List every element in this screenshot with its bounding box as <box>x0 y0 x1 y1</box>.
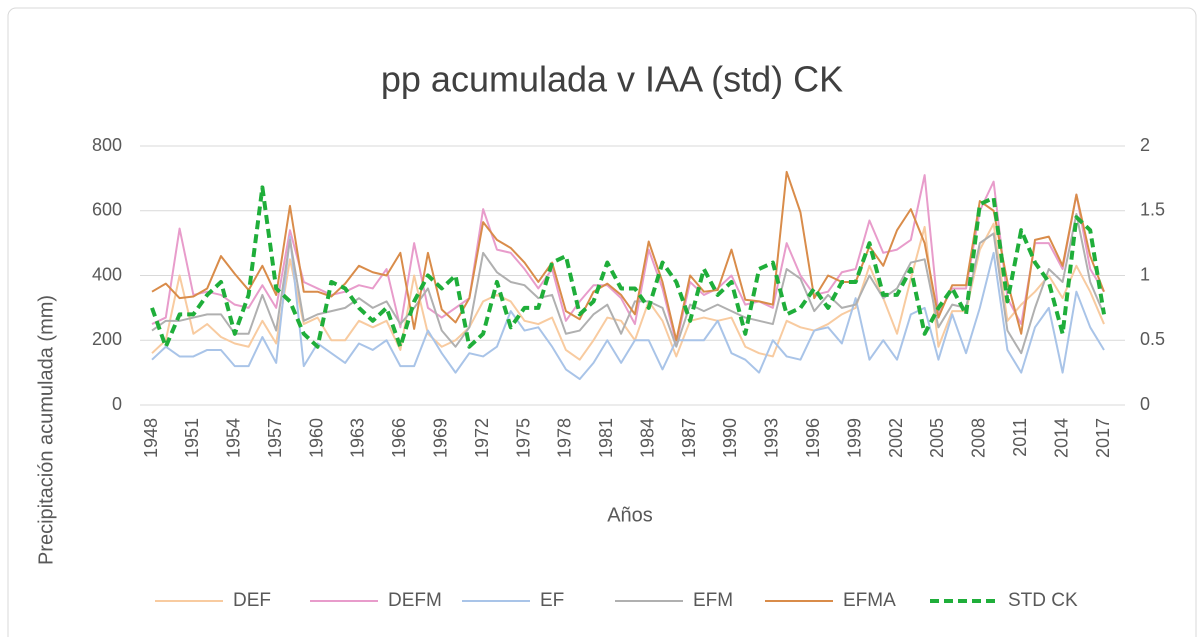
x-tick-label: 2017 <box>1093 418 1113 458</box>
y2-tick-label: 2 <box>1140 135 1150 155</box>
y2-tick-label: 0 <box>1140 394 1150 414</box>
legend-label: STD CK <box>1008 590 1078 611</box>
x-tick-label: 2014 <box>1051 418 1071 458</box>
x-tick-label: 1969 <box>430 418 450 458</box>
x-tick-label: 1957 <box>265 418 285 458</box>
y-tick-label: 200 <box>92 329 122 349</box>
y-tick-label: 400 <box>92 264 122 284</box>
y-axis-title: Precipitación acumulada (mm) <box>35 295 57 565</box>
x-tick-label: 1960 <box>306 418 326 458</box>
y2-tick-label: 0.5 <box>1140 329 1165 349</box>
series-line <box>151 212 1105 355</box>
legend-label: EFM <box>693 590 733 611</box>
x-tick-label: 1948 <box>141 418 161 458</box>
x-tick-label: 1951 <box>182 418 202 458</box>
x-tick-label: 2008 <box>969 418 989 458</box>
legend-label: EFMA <box>843 590 896 611</box>
x-tick-label: 1981 <box>596 418 616 458</box>
legend-label: EF <box>540 590 564 611</box>
x-tick-label: 1966 <box>389 418 409 458</box>
x-tick-label: 1999 <box>844 418 864 458</box>
legend-label: DEFM <box>388 590 442 611</box>
series-line <box>151 235 1105 381</box>
x-tick-label: 1963 <box>348 418 368 458</box>
y2-tick-label: 1.5 <box>1140 200 1165 220</box>
series-line <box>151 222 1105 361</box>
x-tick-label: 1984 <box>637 418 657 458</box>
x-tick-label: 1987 <box>679 418 699 458</box>
y-tick-label: 800 <box>92 135 122 155</box>
x-tick-label: 2002 <box>886 418 906 458</box>
x-axis-title: Años <box>607 504 653 526</box>
x-tick-label: 1996 <box>803 418 823 458</box>
x-tick-label: 1954 <box>224 418 244 458</box>
x-tick-label: 1978 <box>555 418 575 458</box>
legend-label: DEF <box>233 590 271 611</box>
y-tick-label: 600 <box>92 200 122 220</box>
series-line <box>151 170 1105 342</box>
x-tick-label: 1990 <box>720 418 740 458</box>
chart-frame <box>7 7 1197 637</box>
x-tick-label: 2005 <box>927 418 947 458</box>
x-tick-label: 1993 <box>762 418 782 458</box>
chart-title: pp acumulada v IAA (std) CK <box>381 59 843 100</box>
y-tick-label: 0 <box>112 394 122 414</box>
y2-tick-label: 1 <box>1140 264 1150 284</box>
x-tick-label: 1972 <box>472 418 492 458</box>
series-line <box>150 185 1106 349</box>
x-tick-label: 1975 <box>513 418 533 458</box>
x-tick-label: 2011 <box>1010 418 1030 457</box>
